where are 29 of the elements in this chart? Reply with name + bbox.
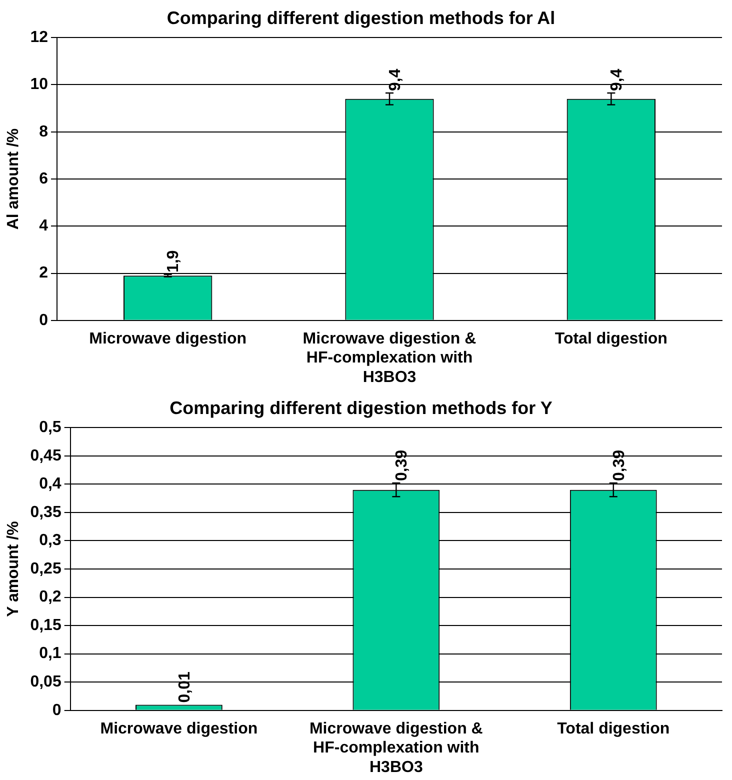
data-label: 1,9 bbox=[165, 250, 182, 272]
y-tick-label: 6 bbox=[39, 170, 48, 188]
x-tick-label: Microwave digestion & HF-complexation with H3BO3 bbox=[302, 330, 477, 386]
y-tick-label: 8 bbox=[39, 123, 48, 140]
x-tick-label: Microwave digestion bbox=[100, 720, 258, 738]
chart-title: Comparing different digestion methods for Y bbox=[170, 398, 552, 418]
x-tick-label: Microwave digestion & HF-complexation with H3BO3 bbox=[309, 720, 484, 776]
y-axis-title: Al amount /% bbox=[5, 128, 22, 230]
y-axis-title: Y amount /% bbox=[5, 521, 22, 617]
y-tick-label: 10 bbox=[30, 76, 48, 94]
chart-title: Comparing different digestion methods for Al bbox=[166, 8, 556, 28]
x-tick-label: Total digestion bbox=[557, 720, 670, 738]
y-tick-label: 0,45 bbox=[30, 447, 62, 464]
y-tick-label: 2 bbox=[39, 264, 48, 282]
y-tick-label: 0,1 bbox=[39, 645, 62, 662]
y-tick-label: 0,15 bbox=[30, 616, 62, 634]
y-tick-label: 0,35 bbox=[30, 504, 62, 521]
x-tick-label: Microwave digestion bbox=[89, 330, 247, 348]
y-tick-label: 0,2 bbox=[39, 588, 62, 606]
y-tick-label: 12 bbox=[30, 29, 48, 46]
y-tick-label: 0,3 bbox=[39, 532, 62, 550]
x-tick-label: Total digestion bbox=[554, 330, 668, 348]
y-tick-label: 0,05 bbox=[30, 674, 62, 691]
y-tick-label: 0,25 bbox=[30, 560, 62, 578]
y-tick-label: 0,4 bbox=[39, 476, 62, 493]
y-tick-label: 0 bbox=[52, 702, 62, 719]
y-tick-label: 4 bbox=[39, 218, 48, 235]
y-tick-label: 0,5 bbox=[39, 419, 62, 436]
y-tick-label: 0 bbox=[39, 312, 48, 329]
